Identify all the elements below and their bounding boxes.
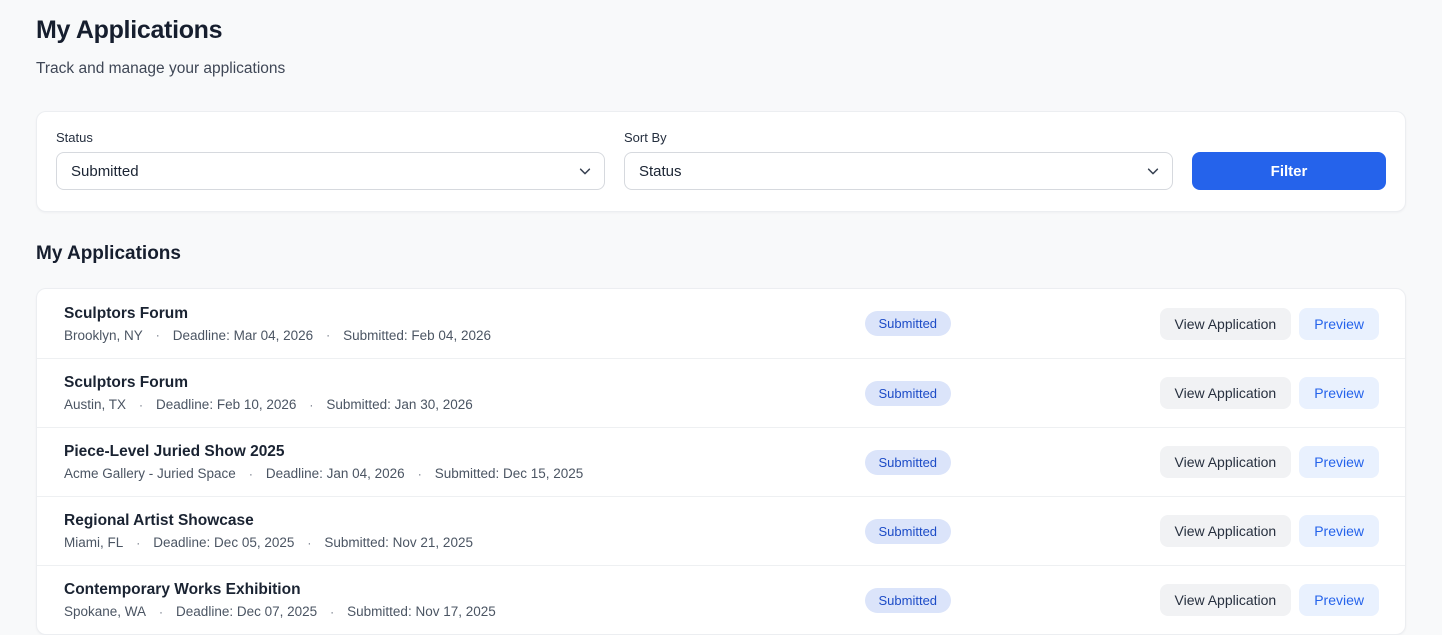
- status-badge-column: Submitted: [864, 311, 1160, 336]
- section-heading: My Applications: [36, 243, 181, 264]
- status-badge-column: Submitted: [864, 449, 1160, 475]
- filter-button[interactable]: Filter: [1192, 152, 1386, 190]
- preview-button[interactable]: Preview: [1299, 377, 1379, 409]
- application-title: Contemporary Works Exhibition: [64, 581, 301, 598]
- chevron-down-icon: [1146, 164, 1160, 178]
- status-badge: Submitted: [864, 518, 952, 544]
- application-deadline: Deadline: Jan 04, 2026: [265, 466, 405, 481]
- meta-separator: ·: [309, 397, 314, 412]
- sort-by-label: Sort By: [624, 130, 667, 145]
- view-application-button[interactable]: View Application: [1159, 515, 1292, 547]
- view-application-button[interactable]: View Application: [1159, 307, 1292, 340]
- meta-separator: ·: [159, 604, 164, 619]
- application-deadline: Deadline: Dec 07, 2025: [176, 604, 318, 619]
- application-actions: View Application Preview: [1159, 515, 1379, 547]
- preview-button[interactable]: Preview: [1299, 307, 1379, 340]
- application-meta: Brooklyn, NY · Deadline: Mar 04, 2026 · …: [64, 328, 865, 343]
- application-submitted: Submitted: Nov 17, 2025: [347, 604, 496, 619]
- meta-separator: ·: [326, 328, 331, 342]
- status-badge-column: Submitted: [864, 380, 1160, 406]
- sort-by-select[interactable]: Status: [624, 152, 1173, 190]
- application-location: Miami, FL: [64, 535, 124, 550]
- status-filter-label: Status: [56, 130, 93, 145]
- application-row: Sculptors Forum Brooklyn, NY · Deadline:…: [37, 289, 1405, 358]
- application-title: Sculptors Forum: [64, 374, 189, 391]
- meta-separator: ·: [330, 604, 335, 619]
- meta-separator: ·: [139, 397, 144, 412]
- meta-separator: ·: [248, 466, 253, 481]
- application-deadline: Deadline: Mar 04, 2026: [172, 327, 314, 343]
- application-title: Regional Artist Showcase: [64, 512, 254, 529]
- page-subtitle: Track and manage your applications: [36, 60, 286, 77]
- status-filter-select[interactable]: Submitted: [56, 152, 605, 190]
- application-meta: Spokane, WA · Deadline: Dec 07, 2025 · S…: [64, 604, 865, 619]
- application-info: Sculptors Forum Brooklyn, NY · Deadline:…: [64, 305, 865, 343]
- application-location: Acme Gallery - Juried Space: [64, 466, 236, 481]
- application-location: Brooklyn, NY: [64, 327, 143, 343]
- meta-separator: ·: [136, 535, 141, 550]
- applications-list: Sculptors Forum Brooklyn, NY · Deadline:…: [36, 288, 1406, 635]
- application-deadline: Deadline: Feb 10, 2026: [156, 397, 297, 412]
- application-actions: View Application Preview: [1159, 307, 1379, 340]
- status-filter-value: Submitted: [71, 162, 139, 180]
- status-badge: Submitted: [864, 311, 952, 336]
- status-badge: Submitted: [864, 380, 952, 406]
- sort-by-value: Status: [639, 162, 682, 180]
- application-submitted: Submitted: Nov 21, 2025: [324, 535, 473, 550]
- meta-separator: ·: [417, 466, 422, 481]
- meta-separator: ·: [307, 535, 312, 550]
- preview-button[interactable]: Preview: [1299, 584, 1379, 616]
- chevron-down-icon: [578, 164, 592, 178]
- application-info: Piece-Level Juried Show 2025 Acme Galler…: [64, 443, 865, 481]
- status-filter-group: Status Submitted: [56, 130, 605, 190]
- view-application-button[interactable]: View Application: [1159, 446, 1292, 478]
- filter-card: Status Submitted Sort By Status Filter: [36, 111, 1406, 212]
- application-row: Piece-Level Juried Show 2025 Acme Galler…: [37, 427, 1405, 496]
- status-badge-column: Submitted: [864, 587, 1160, 613]
- application-info: Regional Artist Showcase Miami, FL · Dea…: [64, 512, 865, 550]
- application-actions: View Application Preview: [1159, 377, 1379, 409]
- view-application-button[interactable]: View Application: [1159, 584, 1292, 616]
- preview-button[interactable]: Preview: [1299, 515, 1379, 547]
- application-title: Piece-Level Juried Show 2025: [64, 443, 285, 460]
- application-meta: Acme Gallery - Juried Space · Deadline: …: [64, 466, 865, 481]
- application-actions: View Application Preview: [1159, 446, 1379, 478]
- application-info: Contemporary Works Exhibition Spokane, W…: [64, 581, 865, 619]
- page-title: My Applications: [36, 16, 223, 44]
- application-info: Sculptors Forum Austin, TX · Deadline: F…: [64, 374, 865, 412]
- meta-separator: ·: [155, 328, 160, 342]
- sort-by-filter-group: Sort By Status: [624, 130, 1173, 190]
- application-title: Sculptors Forum: [64, 304, 189, 322]
- application-row: Sculptors Forum Austin, TX · Deadline: F…: [37, 358, 1405, 427]
- application-location: Spokane, WA: [64, 604, 147, 619]
- application-location: Austin, TX: [64, 397, 127, 412]
- application-row: Regional Artist Showcase Miami, FL · Dea…: [37, 496, 1405, 565]
- application-meta: Austin, TX · Deadline: Feb 10, 2026 · Su…: [64, 397, 865, 412]
- application-submitted: Submitted: Feb 04, 2026: [343, 327, 491, 343]
- preview-button[interactable]: Preview: [1299, 446, 1379, 478]
- application-row: Contemporary Works Exhibition Spokane, W…: [37, 565, 1405, 634]
- status-badge: Submitted: [864, 587, 952, 613]
- application-meta: Miami, FL · Deadline: Dec 05, 2025 · Sub…: [64, 535, 865, 550]
- application-actions: View Application Preview: [1159, 584, 1379, 616]
- view-application-button[interactable]: View Application: [1159, 377, 1292, 409]
- status-badge: Submitted: [864, 449, 952, 475]
- application-deadline: Deadline: Dec 05, 2025: [153, 535, 295, 550]
- status-badge-column: Submitted: [864, 518, 1160, 544]
- application-submitted: Submitted: Dec 15, 2025: [434, 466, 584, 481]
- application-submitted: Submitted: Jan 30, 2026: [326, 397, 473, 412]
